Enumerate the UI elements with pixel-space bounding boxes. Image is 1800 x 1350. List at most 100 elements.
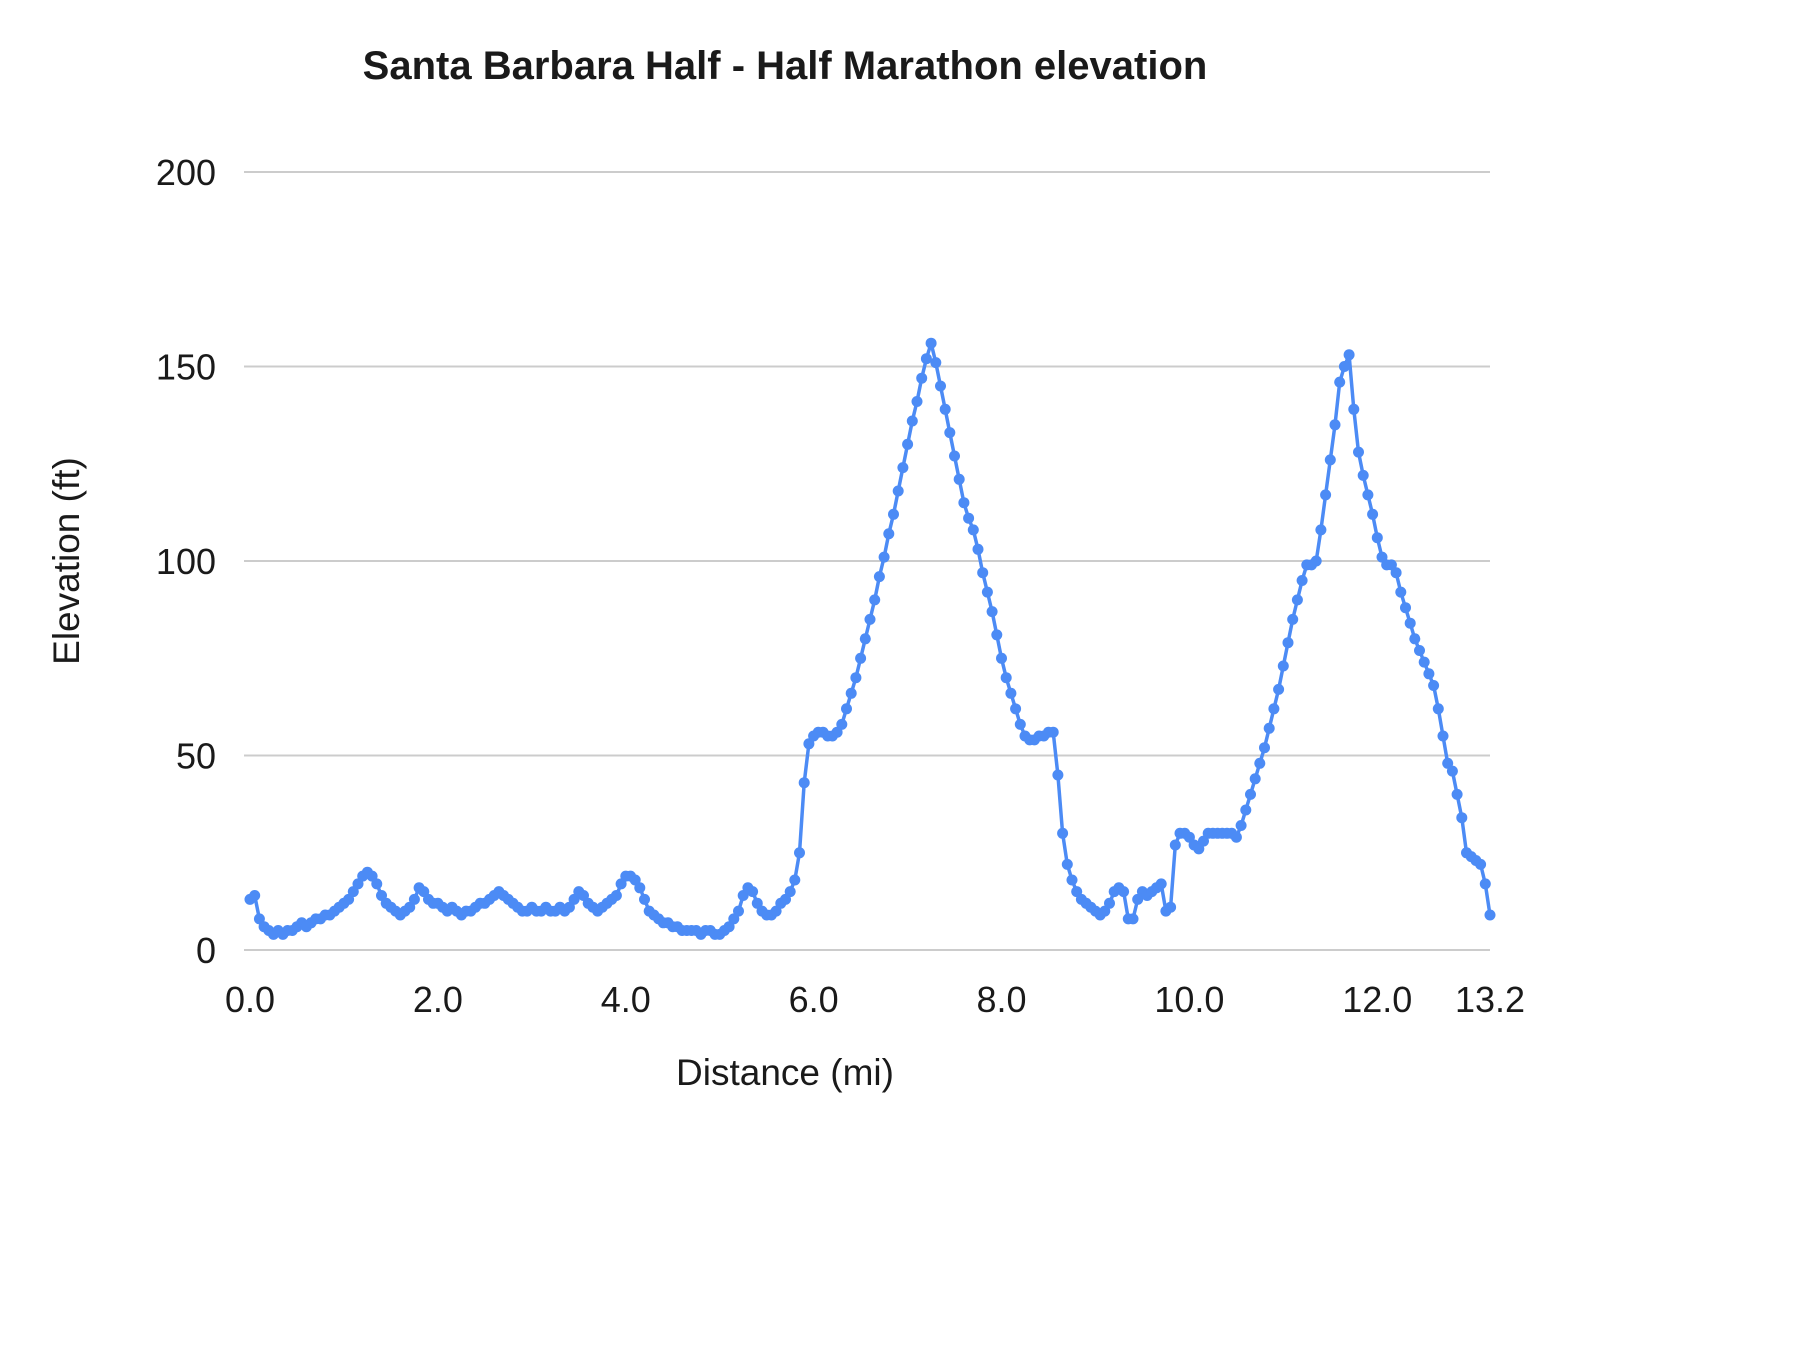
data-point <box>1282 637 1294 649</box>
data-point <box>958 497 970 509</box>
y-tick-label: 0 <box>196 930 216 971</box>
data-point <box>949 450 960 462</box>
data-point <box>841 703 852 715</box>
data-point <box>1418 656 1430 668</box>
data-point <box>1329 419 1341 431</box>
data-point <box>1104 897 1115 909</box>
data-point <box>1428 680 1440 691</box>
data-point <box>892 485 904 497</box>
chart-title: Santa Barbara Half - Half Marathon eleva… <box>362 44 1208 88</box>
data-point <box>1061 858 1073 870</box>
data-point <box>1343 349 1355 361</box>
data-point <box>1249 773 1261 785</box>
data-point <box>789 874 801 886</box>
data-point <box>1432 703 1444 715</box>
data-point <box>916 372 928 384</box>
data-point <box>878 551 890 563</box>
data-point <box>1000 672 1012 684</box>
data-point <box>1296 575 1308 586</box>
data-point <box>1169 839 1181 851</box>
x-tick-label: 0.0 <box>225 979 275 1020</box>
data-point <box>371 878 383 890</box>
data-point <box>1235 820 1247 831</box>
data-point <box>944 427 956 439</box>
data-point <box>930 357 942 369</box>
data-point <box>634 882 646 894</box>
data-point <box>963 512 975 524</box>
data-point <box>1165 901 1177 913</box>
data-point <box>1287 613 1299 625</box>
data-point <box>1390 567 1402 579</box>
data-point <box>911 396 923 407</box>
data-point <box>859 633 871 645</box>
data-point <box>1291 594 1303 606</box>
data-point <box>1254 757 1266 769</box>
data-point <box>1263 722 1275 734</box>
data-point <box>1338 361 1350 372</box>
data-point <box>1348 403 1360 415</box>
data-point <box>925 337 937 349</box>
data-point <box>850 672 862 684</box>
data-point <box>1047 726 1059 738</box>
y-tick-label: 150 <box>156 347 216 388</box>
data-point <box>1451 788 1463 800</box>
data-point <box>1230 831 1242 843</box>
data-point <box>1118 886 1130 898</box>
y-tick-label: 100 <box>156 541 216 582</box>
data-point <box>883 528 895 540</box>
data-point <box>1367 508 1379 520</box>
data-point <box>798 777 810 789</box>
data-point <box>784 886 796 898</box>
data-point <box>864 613 876 625</box>
x-tick-label: 2.0 <box>413 979 463 1020</box>
data-point <box>249 890 261 901</box>
data-point <box>1395 586 1407 598</box>
data-point <box>906 415 918 427</box>
data-point <box>902 438 914 450</box>
data-point <box>1409 633 1421 645</box>
data-point <box>1437 730 1449 742</box>
data-point <box>1014 718 1026 730</box>
data-point <box>967 524 979 536</box>
data-point <box>639 893 650 905</box>
data-point <box>1240 804 1252 816</box>
data-point <box>888 508 899 520</box>
data-point <box>1357 469 1369 481</box>
data-point <box>1324 454 1336 466</box>
data-point <box>1484 909 1496 921</box>
data-point <box>986 606 998 618</box>
data-point <box>845 687 857 699</box>
x-tick-label: 6.0 <box>789 979 839 1020</box>
data-point <box>1310 555 1322 567</box>
data-point <box>1423 668 1435 680</box>
data-point <box>1277 660 1289 672</box>
data-point <box>1245 788 1256 800</box>
data-point <box>1005 687 1017 699</box>
data-point <box>610 890 622 901</box>
data-point <box>897 462 909 474</box>
data-point <box>408 893 420 905</box>
data-point <box>1155 878 1167 890</box>
y-tick-label: 200 <box>156 152 216 193</box>
data-point <box>1446 765 1458 777</box>
data-point <box>1057 827 1069 839</box>
data-point <box>747 886 759 898</box>
data-point <box>869 594 881 606</box>
data-point <box>1273 683 1285 695</box>
x-tick-label: 4.0 <box>601 979 651 1020</box>
x-tick-label: 10.0 <box>1154 979 1224 1020</box>
data-point <box>733 905 744 917</box>
data-point <box>1268 703 1280 715</box>
data-point <box>1127 913 1139 925</box>
data-point <box>1371 532 1383 544</box>
data-point <box>1066 874 1078 886</box>
data-point <box>996 652 1007 664</box>
data-point <box>939 403 951 415</box>
y-tick-label: 50 <box>176 736 216 777</box>
x-axis-title: Distance (mi) <box>676 1052 894 1093</box>
data-point <box>972 543 984 555</box>
data-point <box>855 652 867 664</box>
data-point <box>1315 524 1327 536</box>
data-point <box>836 718 848 730</box>
